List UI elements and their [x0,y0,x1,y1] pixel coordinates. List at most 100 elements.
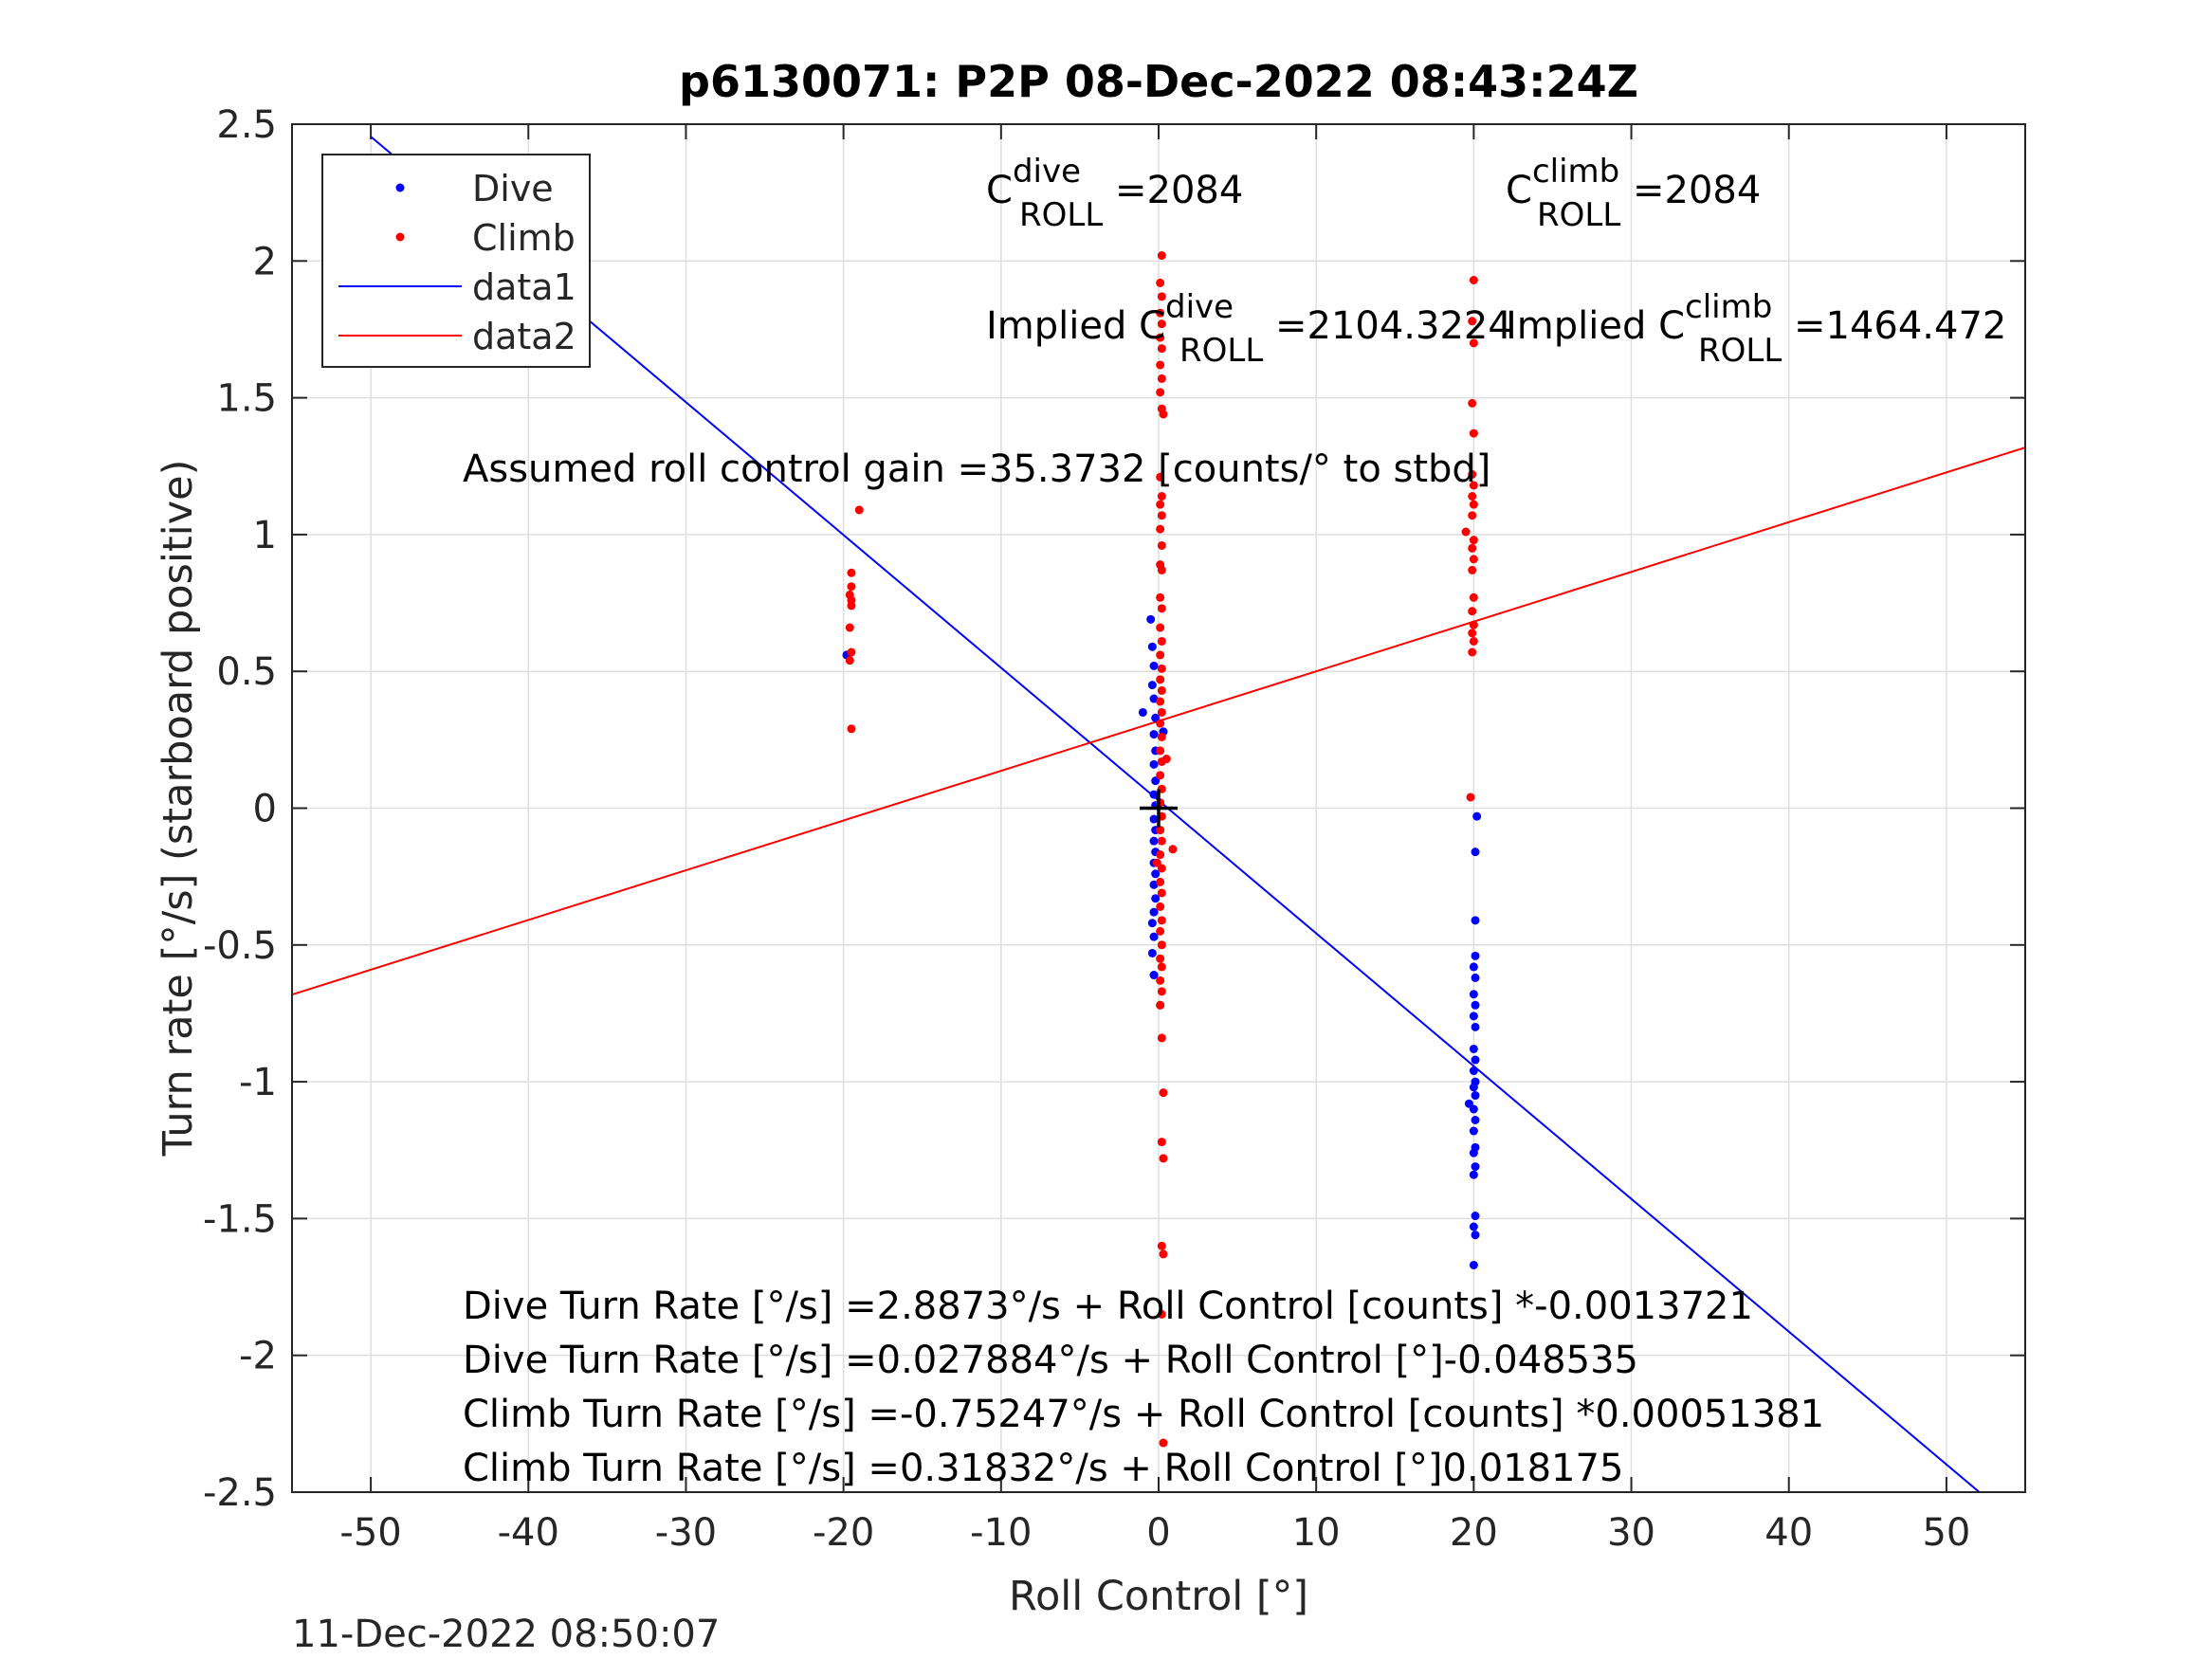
y-tick-label: 0 [253,788,277,831]
implied-c-roll-climb-label: Implied Cclimb ROLL =1464.472 [1506,288,2006,370]
point-climb [1469,481,1478,490]
point-dive [1151,894,1161,903]
point-climb [1157,491,1166,501]
point-dive [1469,990,1478,999]
point-climb [1156,746,1165,756]
point-climb [1168,845,1178,854]
point-dive [1469,1104,1478,1114]
point-climb [1157,664,1166,673]
point-climb [1469,500,1478,509]
point-dive [1471,1022,1480,1031]
point-climb [1156,592,1165,602]
point-dive [1469,1260,1478,1269]
point-dive [1471,951,1480,960]
point-climb [1468,647,1477,657]
point-climb [1466,793,1475,802]
point-climb [1156,719,1165,728]
point-dive [1149,730,1159,739]
point-climb [1469,428,1478,438]
point-climb [845,656,854,665]
point-climb [1157,732,1166,741]
point-dive [1149,907,1159,917]
fit-equation-climb-counts: Climb Turn Rate [°/s] =-0.75247°/s + Rol… [463,1393,1824,1436]
point-dive [1471,1116,1480,1125]
point-climb [847,601,856,611]
point-climb [1161,755,1171,764]
x-tick-label: 20 [1450,1511,1498,1555]
x-tick-label: 10 [1292,1511,1341,1555]
point-climb [1157,707,1166,717]
x-tick-labels: -50 -40 -30 -20 -10 0 10 20 30 40 50 [339,1511,1970,1555]
c-roll-dive-label: Cdive ROLL =2084 [986,153,1243,234]
x-tick-label: 0 [1146,1511,1170,1555]
point-climb [1157,940,1166,950]
x-tick-label: -40 [498,1511,559,1555]
point-climb [1156,926,1165,936]
y-tick-label: 1.5 [216,377,277,421]
point-climb [1468,511,1477,520]
point-climb [1157,1241,1166,1250]
point-dive [1471,1231,1480,1240]
point-climb [1468,543,1477,553]
point-climb [1156,675,1165,684]
point-climb [1157,604,1166,613]
legend-box [321,154,591,368]
point-climb [1469,276,1478,285]
point-dive [1471,1212,1480,1221]
point-dive [1147,681,1157,690]
y-tick-label: -1 [239,1061,277,1104]
legend-marker-dive [395,183,405,192]
point-climb [1468,317,1477,326]
point-dive [1151,869,1161,879]
point-dive [1138,707,1147,717]
point-dive [1149,759,1159,769]
point-climb [1157,374,1166,383]
y-tick-label: 1 [253,514,277,557]
point-dive [1469,1012,1478,1021]
point-climb [1468,629,1477,638]
point-climb [1157,540,1166,550]
point-climb [847,647,856,657]
point-dive [1469,962,1478,972]
point-climb [1157,292,1166,301]
point-climb [1157,987,1166,996]
fit-equation-dive-degrees: Dive Turn Rate [°/s] =0.027884°/s + Roll… [463,1339,1638,1382]
point-climb [1469,338,1478,348]
point-dive [1147,919,1157,928]
point-climb [1157,565,1166,574]
point-climb [1157,511,1166,520]
point-dive [1471,848,1480,857]
point-dive [1469,1083,1478,1092]
x-tick-label: 30 [1607,1511,1655,1555]
y-tick-label: -2.5 [203,1471,277,1515]
point-climb [854,505,864,515]
point-climb [1159,1249,1168,1259]
point-climb [1157,962,1166,972]
fit-equation-dive-counts: Dive Turn Rate [°/s] =2.8873°/s + Roll C… [463,1285,1753,1328]
x-tick-label: 40 [1764,1511,1813,1555]
x-axis-label: Roll Control [°] [1009,1573,1308,1620]
point-climb [1157,1309,1166,1319]
point-climb [1156,902,1165,911]
point-climb [1152,858,1161,867]
point-climb [1157,344,1166,354]
point-climb [1469,636,1478,646]
point-climb [1159,410,1168,419]
point-climb [1156,623,1165,632]
y-tick-label: 2.5 [216,103,277,147]
point-climb [1159,1154,1168,1163]
chart-title: p6130071: P2P 08-Dec-2022 08:43:24Z [679,56,1638,107]
x-tick-marks [370,124,1947,1492]
y-tick-label: -2 [239,1335,277,1378]
x-tick-label: -50 [339,1511,401,1555]
point-climb [1157,319,1166,329]
point-dive [1471,916,1480,925]
fit-line-data1 [370,136,1982,1492]
point-climb [1159,1088,1168,1098]
point-dive [1149,932,1159,941]
point-dive [1471,1000,1480,1010]
c-roll-climb-label: Cclimb ROLL =2084 [1506,153,1761,234]
x-tick-label: -30 [655,1511,717,1555]
point-dive [1472,811,1482,821]
